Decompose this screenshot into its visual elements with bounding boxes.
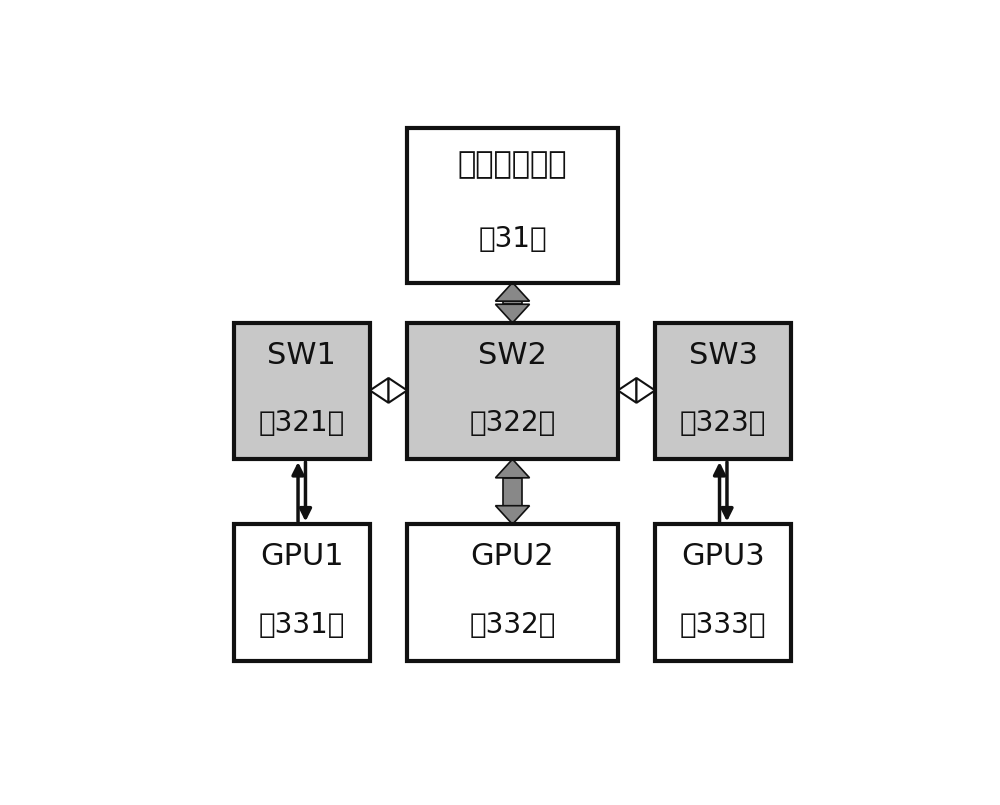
Text: 中心控制节点: 中心控制节点: [458, 151, 567, 180]
FancyBboxPatch shape: [234, 323, 370, 459]
Text: SW2: SW2: [478, 341, 547, 369]
Text: GPU3: GPU3: [681, 542, 765, 571]
Text: （323）: （323）: [680, 409, 766, 437]
FancyBboxPatch shape: [407, 128, 618, 283]
Bar: [503, 478, 522, 506]
FancyBboxPatch shape: [234, 524, 370, 661]
Polygon shape: [636, 378, 655, 402]
Polygon shape: [495, 506, 530, 524]
FancyBboxPatch shape: [407, 323, 618, 459]
Text: GPU1: GPU1: [260, 542, 344, 571]
Polygon shape: [495, 304, 530, 323]
Bar: [503, 301, 522, 304]
Text: （321）: （321）: [259, 409, 345, 437]
Text: （332）: （332）: [469, 611, 556, 638]
Text: SW1: SW1: [267, 341, 336, 369]
Text: （31）: （31）: [478, 225, 547, 253]
Polygon shape: [389, 378, 407, 402]
Polygon shape: [495, 283, 530, 301]
Text: SW3: SW3: [689, 341, 758, 369]
Text: GPU2: GPU2: [471, 542, 554, 571]
Text: （333）: （333）: [680, 611, 766, 638]
Text: （322）: （322）: [469, 409, 556, 437]
Polygon shape: [495, 459, 530, 478]
FancyBboxPatch shape: [655, 524, 791, 661]
Polygon shape: [618, 378, 636, 402]
Polygon shape: [370, 378, 389, 402]
Text: （331）: （331）: [259, 611, 345, 638]
FancyBboxPatch shape: [655, 323, 791, 459]
FancyBboxPatch shape: [407, 524, 618, 661]
